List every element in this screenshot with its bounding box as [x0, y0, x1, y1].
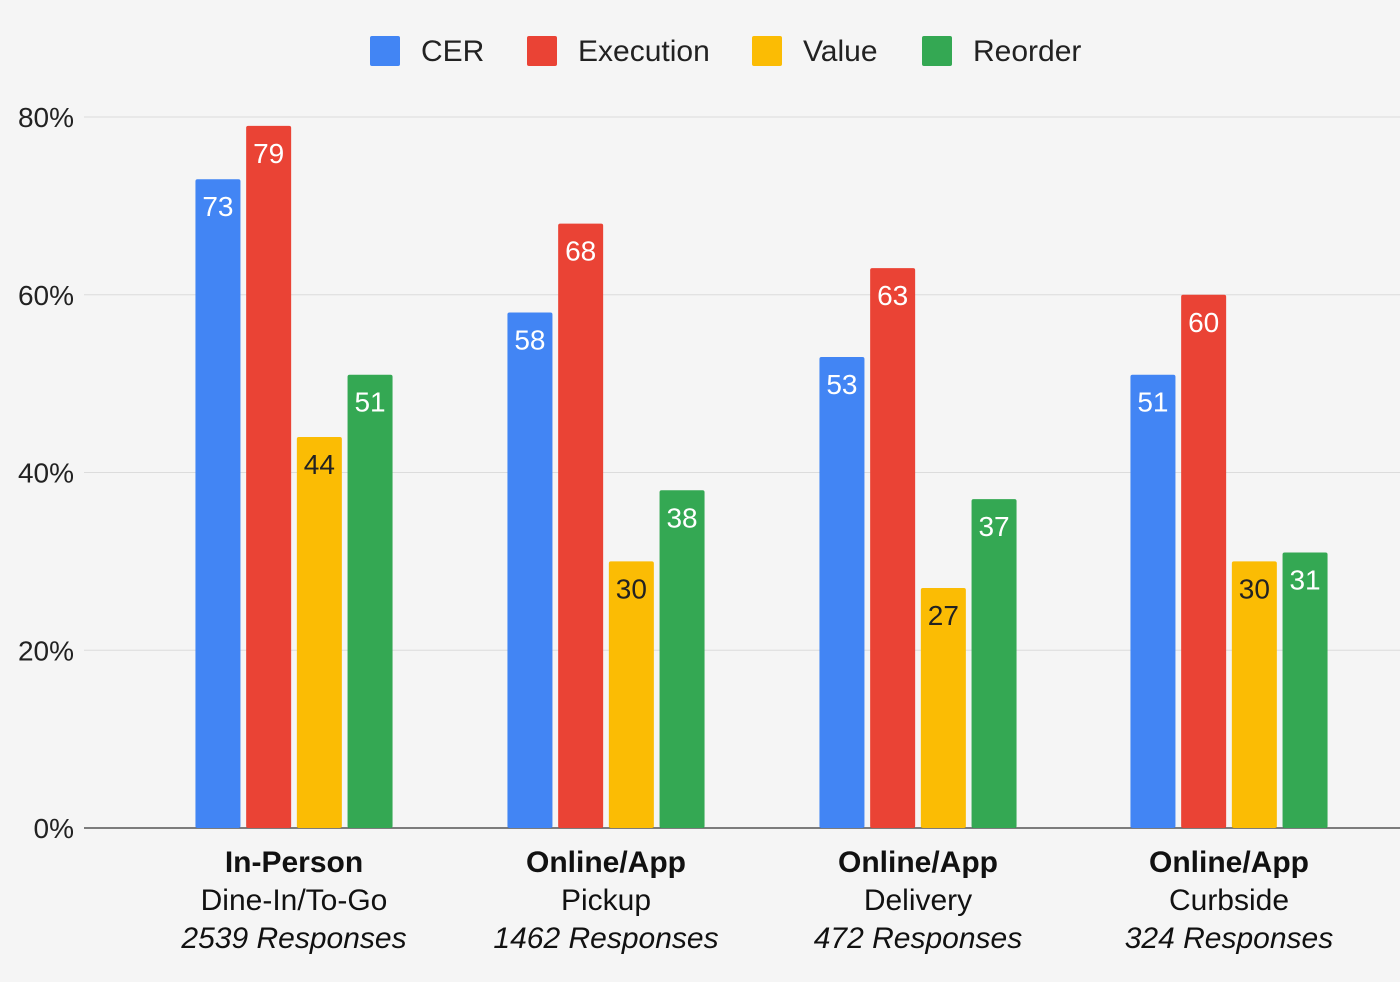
category-label-responses: 324 Responses [1125, 922, 1333, 955]
legend-label-reorder: Reorder [973, 35, 1081, 68]
bar-execution [246, 125, 292, 828]
y-tick-label: 80% [18, 102, 74, 133]
data-label: 37 [978, 511, 1009, 542]
category-label-responses: 1462 Responses [493, 922, 718, 955]
y-tick-label: 40% [18, 458, 74, 489]
category-label-title: Online/App [1149, 846, 1309, 879]
data-label: 51 [354, 387, 385, 418]
bar-cer [507, 312, 553, 828]
data-label: 31 [1289, 564, 1320, 595]
y-tick-label: 0% [34, 813, 74, 844]
data-label: 58 [514, 325, 545, 356]
bar-value [1231, 561, 1277, 828]
legend-swatch-value [752, 36, 782, 66]
bar-cer [195, 179, 241, 828]
legend-label-cer: CER [421, 35, 484, 68]
category-label-title: Online/App [838, 846, 998, 879]
data-label: 79 [253, 138, 284, 169]
category-label-subtitle: Pickup [561, 884, 651, 917]
category-label-title: In-Person [225, 846, 363, 879]
bar-execution [558, 223, 604, 828]
legend-swatch-reorder [922, 36, 952, 66]
category-label-subtitle: Dine-In/To-Go [201, 884, 388, 917]
legend-swatch-cer [370, 36, 400, 66]
data-label: 38 [666, 502, 697, 533]
data-label: 68 [565, 236, 596, 267]
y-tick-label: 20% [18, 635, 74, 666]
bar-execution [1181, 294, 1227, 828]
bar-value [296, 436, 342, 828]
category-label-title: Online/App [526, 846, 686, 879]
data-label: 63 [877, 280, 908, 311]
bar-value [608, 561, 654, 828]
data-label: 27 [928, 600, 959, 631]
bar-value [920, 588, 966, 828]
data-label: 30 [616, 573, 647, 604]
data-label: 51 [1137, 387, 1168, 418]
bar-cer [1130, 374, 1176, 828]
data-label: 60 [1188, 307, 1219, 338]
bar-reorder [659, 490, 705, 828]
bar-cer [819, 356, 865, 828]
data-label: 53 [826, 369, 857, 400]
legend-label-execution: Execution [578, 35, 710, 68]
data-label: 44 [304, 449, 335, 480]
category-label-responses: 2539 Responses [180, 922, 406, 955]
bar-reorder [347, 374, 393, 828]
category-label-subtitle: Curbside [1169, 884, 1289, 917]
data-label: 30 [1239, 573, 1270, 604]
bar-execution [870, 268, 916, 828]
y-tick-label: 60% [18, 280, 74, 311]
bar-reorder [971, 499, 1017, 828]
category-label-responses: 472 Responses [814, 922, 1022, 955]
bar-reorder [1282, 552, 1328, 828]
legend-label-value: Value [803, 35, 878, 68]
data-label: 73 [202, 191, 233, 222]
legend-swatch-execution [527, 36, 557, 66]
category-label-subtitle: Delivery [864, 884, 972, 917]
